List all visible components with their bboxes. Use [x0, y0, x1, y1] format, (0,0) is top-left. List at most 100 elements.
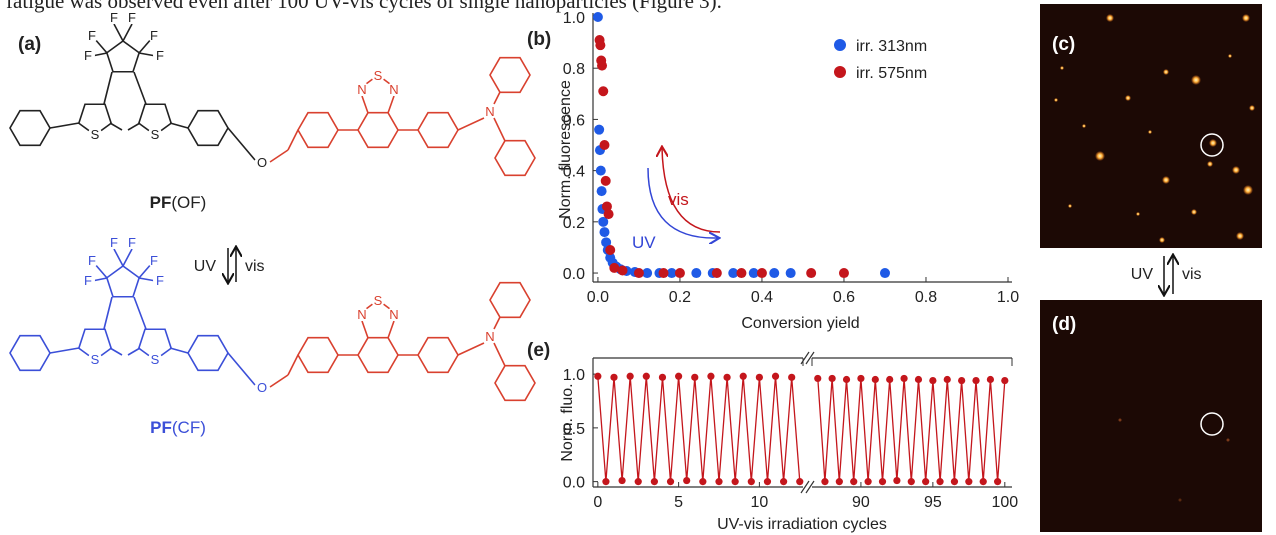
atom-label: S [151, 127, 160, 142]
point [850, 478, 857, 485]
point [598, 86, 608, 96]
ring [107, 266, 139, 297]
point [597, 61, 607, 71]
atom-label: F [110, 10, 118, 25]
ring [298, 338, 338, 373]
bond [228, 353, 255, 385]
x-tick-label: 100 [991, 494, 1018, 511]
bond [458, 343, 484, 355]
atom-label: S [91, 127, 100, 142]
ring [188, 111, 228, 146]
bond [494, 343, 505, 366]
bond [270, 375, 288, 387]
point [772, 373, 779, 380]
ring [495, 366, 535, 401]
point [843, 376, 850, 383]
point [780, 478, 787, 485]
point [936, 478, 943, 485]
point [599, 227, 609, 237]
point [593, 12, 603, 22]
atom-label: S [374, 68, 383, 83]
y-tick-label: 1.0 [563, 367, 585, 384]
point [880, 268, 890, 278]
bond [288, 355, 298, 375]
atom-label: N [389, 307, 398, 322]
point [707, 373, 714, 380]
atom-label: F [110, 235, 118, 250]
point [643, 373, 650, 380]
atom-label: F [128, 10, 136, 25]
point [821, 478, 828, 485]
point [597, 186, 607, 196]
ring [188, 336, 228, 371]
ring [495, 141, 535, 176]
atom-label: F [150, 253, 158, 268]
compound-label: PF(OF) [150, 193, 207, 212]
ring [418, 338, 458, 373]
point [691, 374, 698, 381]
atom-label: S [91, 352, 100, 367]
point [602, 478, 609, 485]
bond [134, 72, 146, 104]
switch-uv: UV [194, 258, 217, 275]
legend-label: irr. 575nm [856, 65, 927, 82]
point [972, 377, 979, 384]
switch-vis: vis [1182, 266, 1202, 283]
point [994, 478, 1001, 485]
x-tick-label: 0.6 [833, 289, 855, 306]
panel-label: (d) [1052, 314, 1076, 335]
switch-vis: vis [245, 258, 265, 275]
page: { "page_header": "fatigue was observed e… [0, 0, 1276, 535]
point [944, 376, 951, 383]
point [605, 245, 615, 255]
point [659, 268, 669, 278]
atom-label: N [357, 307, 366, 322]
point [756, 374, 763, 381]
point [951, 478, 958, 485]
atom-label: F [88, 253, 96, 268]
compound-name: PF [150, 418, 172, 437]
bond [494, 92, 500, 104]
point [829, 375, 836, 382]
cycle-line [818, 378, 1005, 481]
x-tick-label: 0.0 [587, 289, 609, 306]
atom-label: S [151, 352, 160, 367]
point [929, 377, 936, 384]
y-axis-label: Norm. fluo. [559, 383, 576, 461]
panel-label: (e) [527, 340, 550, 361]
bond [104, 297, 112, 329]
figure: fatigue was observed even after 100 UV-v… [0, 0, 1276, 535]
compound-state: (OF) [171, 193, 206, 212]
x-tick-label: 5 [674, 494, 683, 511]
y-axis-label: Norm. fluorescence [557, 80, 574, 219]
atom-label: F [84, 48, 92, 63]
point [786, 268, 796, 278]
point [667, 478, 674, 485]
point [712, 268, 722, 278]
point [836, 478, 843, 485]
point [675, 268, 685, 278]
panel-label: (a) [18, 34, 41, 55]
atom-label: F [150, 28, 158, 43]
ring [107, 41, 139, 72]
bond [458, 118, 484, 130]
point [965, 478, 972, 485]
ring [490, 283, 530, 318]
annotation: vis [668, 190, 689, 209]
annotation: UV [632, 233, 656, 252]
x-tick-label: 0 [593, 494, 602, 511]
legend-marker [834, 39, 846, 51]
atom-label: O [257, 380, 267, 395]
y-tick-label: 0.0 [563, 266, 585, 283]
compound-state: (CF) [172, 418, 206, 437]
point [757, 268, 767, 278]
point [806, 268, 816, 278]
bond [114, 249, 123, 266]
point [594, 125, 604, 135]
point [958, 377, 965, 384]
point [748, 478, 755, 485]
bond [362, 321, 368, 338]
point [594, 373, 601, 380]
point [596, 166, 606, 176]
